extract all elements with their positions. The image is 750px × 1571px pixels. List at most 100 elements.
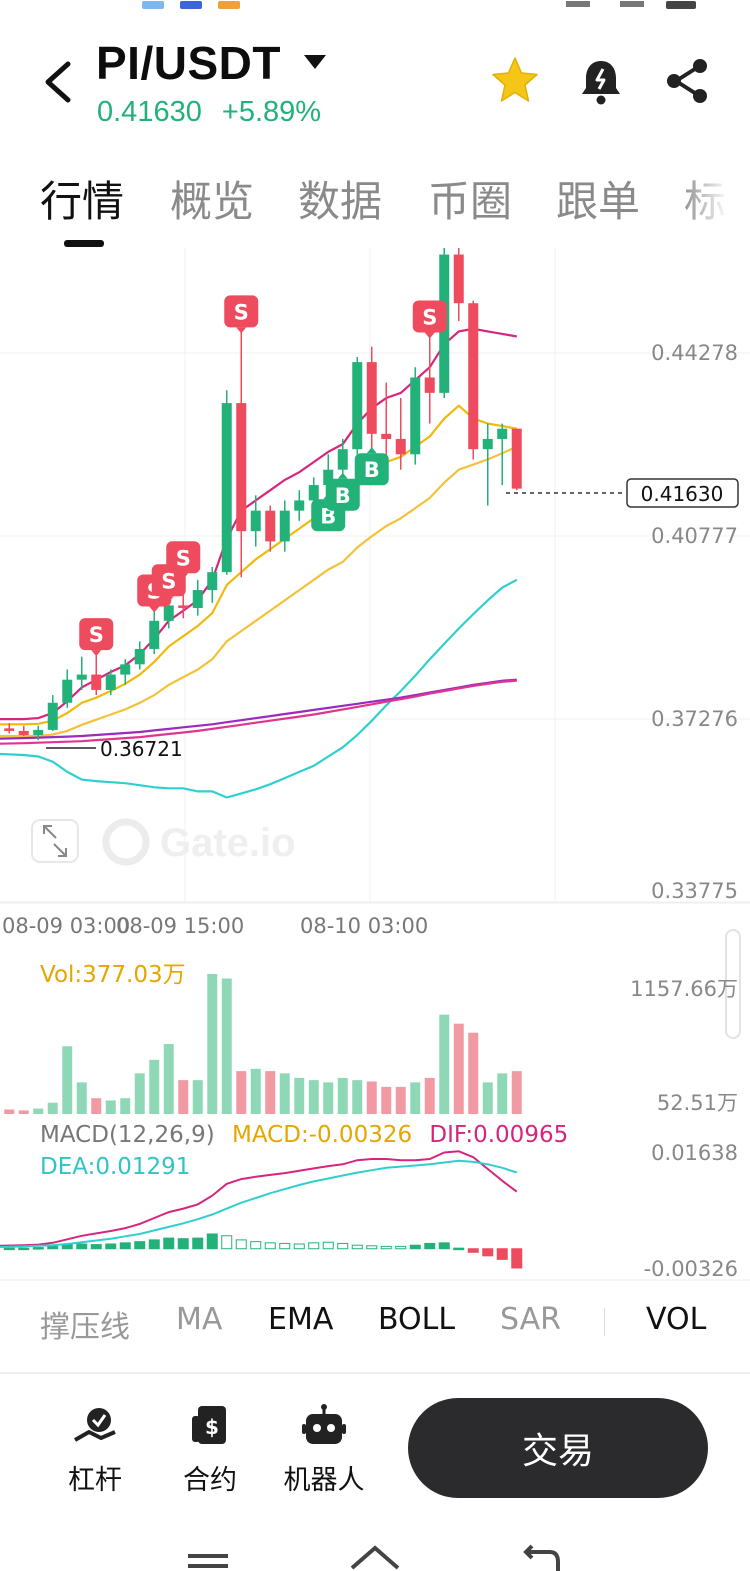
- robot-button[interactable]: 机器人: [274, 1402, 374, 1497]
- kline-chart-svg[interactable]: Gate.io SSSSSBBBS 0.44278 0.40777 0.3727…: [0, 248, 750, 1283]
- volume-bar: [207, 974, 218, 1114]
- volume-bars: [4, 974, 522, 1114]
- dea-line: [0, 1159, 518, 1248]
- current-price-tag: [626, 478, 739, 508]
- volume-bar: [62, 1046, 73, 1114]
- indicator-ema[interactable]: EMA: [268, 1302, 334, 1337]
- macd-hist-bar: [177, 1238, 189, 1250]
- candle: [149, 610, 160, 655]
- indicator-ma[interactable]: MA: [176, 1302, 223, 1337]
- trade-button[interactable]: 交易: [408, 1398, 708, 1498]
- pair-title[interactable]: PI/USDT: [96, 37, 281, 89]
- dif-line: [0, 1150, 518, 1247]
- svg-text:S: S: [234, 300, 249, 324]
- candle: [207, 567, 218, 603]
- candle: [366, 346, 377, 450]
- chart-grid: [0, 248, 750, 1281]
- tab-market[interactable]: 行情: [40, 177, 125, 226]
- status-bar: [0, 0, 750, 14]
- volume-bar: [424, 1077, 435, 1114]
- indicator-support-resistance[interactable]: 撑压线: [40, 1310, 130, 1345]
- price-axis-label: 0.44278: [651, 341, 738, 365]
- volume-bar: [352, 1080, 363, 1114]
- tab-overview[interactable]: 概览: [170, 177, 255, 226]
- macd-hist-bar: [424, 1242, 436, 1250]
- indicator-vol[interactable]: VOL: [646, 1302, 707, 1337]
- candle: [76, 656, 87, 690]
- macd-hist-bar: [467, 1248, 479, 1253]
- header: PI/USDT 0.41630 +5.89%: [0, 30, 750, 140]
- divider: [0, 1372, 750, 1374]
- share-icon[interactable]: [660, 54, 714, 108]
- tab-bar: 行情 概览 数据 币圈 跟单 标: [0, 160, 750, 250]
- home-icon[interactable]: [348, 1542, 402, 1570]
- macd-hist-bar: [18, 1247, 30, 1251]
- dif-value: DIF:0.00965: [429, 1122, 568, 1148]
- volume-bar: [76, 1082, 87, 1114]
- caret-down-icon[interactable]: [302, 52, 328, 72]
- volume-bar: [468, 1032, 479, 1114]
- volume-bar: [453, 1023, 464, 1114]
- back-nav-icon[interactable]: [518, 1544, 562, 1571]
- buy-signal[interactable]: B: [354, 447, 389, 486]
- tab-copy-trading[interactable]: 跟单: [556, 177, 641, 226]
- candle: [105, 669, 116, 696]
- macd-hist-bar: [47, 1245, 59, 1250]
- watermark: Gate.io: [31, 818, 296, 866]
- price-indicator-lines: [0, 327, 518, 799]
- volume-bar: [308, 1080, 319, 1114]
- system-nav-bar: [0, 1540, 750, 1571]
- macd-hist-bar: [308, 1242, 320, 1250]
- contract-button[interactable]: $ 合约: [160, 1402, 260, 1497]
- svg-text:B: B: [335, 484, 351, 508]
- robot-icon: [300, 1402, 348, 1450]
- contract-icon: $: [186, 1402, 234, 1450]
- indicator-line-ma_orange: [0, 404, 517, 726]
- robot-label: 机器人: [283, 1465, 365, 1496]
- svg-text:S: S: [161, 569, 176, 593]
- kline-chart[interactable]: Gate.io SSSSSBBBS 0.44278 0.40777 0.3727…: [0, 248, 750, 1283]
- macd-hist-bar: [221, 1235, 233, 1250]
- indicator-sar[interactable]: SAR: [500, 1302, 561, 1337]
- macd-hist-bar: [206, 1233, 218, 1250]
- volume-bar: [265, 1071, 276, 1114]
- macd-hist-bar: [163, 1237, 175, 1250]
- macd-hist-bar: [90, 1244, 102, 1250]
- leverage-button[interactable]: 杠杆: [45, 1402, 145, 1497]
- macd-hist-bar: [409, 1244, 421, 1250]
- star-icon[interactable]: [488, 54, 542, 108]
- macd-hist-bar: [380, 1245, 392, 1250]
- candle: [62, 669, 73, 708]
- volume-bar: [33, 1108, 44, 1114]
- candle: [47, 695, 58, 731]
- volume-bar: [511, 1071, 522, 1114]
- back-button[interactable]: [38, 58, 78, 106]
- sell-signal[interactable]: S: [79, 618, 114, 657]
- price-axis-label: 0.40777: [651, 524, 738, 548]
- candle: [250, 495, 261, 547]
- candle: [221, 390, 232, 575]
- sell-signal[interactable]: S: [224, 295, 259, 334]
- sell-signal[interactable]: S: [166, 541, 201, 580]
- volume-bar: [149, 1059, 160, 1114]
- macd-hist-bar: [76, 1243, 88, 1250]
- macd-hist-bar: [337, 1242, 349, 1250]
- candle: [482, 423, 493, 506]
- candle: [4, 723, 15, 734]
- price-summary: 0.41630 +5.89%: [97, 96, 333, 129]
- volume-bar: [323, 1082, 334, 1114]
- alert-bell-icon[interactable]: [574, 54, 628, 108]
- menu-icon[interactable]: [186, 1548, 230, 1568]
- price-axis-label: 0.33775: [651, 879, 738, 903]
- macd-hist-bar: [496, 1248, 508, 1260]
- dea-value: DEA:0.01291: [40, 1154, 190, 1180]
- buy-signal[interactable]: B: [325, 472, 360, 511]
- chart-scrollbar[interactable]: [725, 929, 741, 1039]
- tab-community[interactable]: 币圈: [428, 177, 513, 226]
- indicator-boll[interactable]: BOLL: [378, 1302, 456, 1337]
- tab-data[interactable]: 数据: [298, 177, 383, 226]
- sell-signal[interactable]: S: [412, 300, 447, 339]
- macd-hist-bar: [351, 1244, 363, 1250]
- macd-hist-bar: [250, 1241, 262, 1250]
- macd-hist-bar: [192, 1237, 204, 1250]
